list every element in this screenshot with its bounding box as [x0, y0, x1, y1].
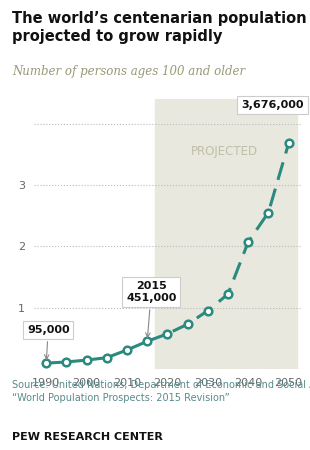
Text: PROJECTED: PROJECTED — [190, 144, 258, 158]
Text: The world’s centenarian population
projected to grow rapidly: The world’s centenarian population proje… — [12, 11, 307, 44]
Text: Source: United Nations, Department of Economic and Social Affairs,
“World Popula: Source: United Nations, Department of Ec… — [12, 380, 310, 403]
Text: Number of persons ages 100 and older: Number of persons ages 100 and older — [12, 65, 246, 78]
Text: PEW RESEARCH CENTER: PEW RESEARCH CENTER — [12, 432, 163, 442]
Text: 2015
451,000: 2015 451,000 — [126, 281, 176, 338]
Text: 95,000: 95,000 — [27, 324, 69, 359]
Bar — [155, 99, 297, 369]
Text: 3,676,000: 3,676,000 — [241, 100, 304, 110]
